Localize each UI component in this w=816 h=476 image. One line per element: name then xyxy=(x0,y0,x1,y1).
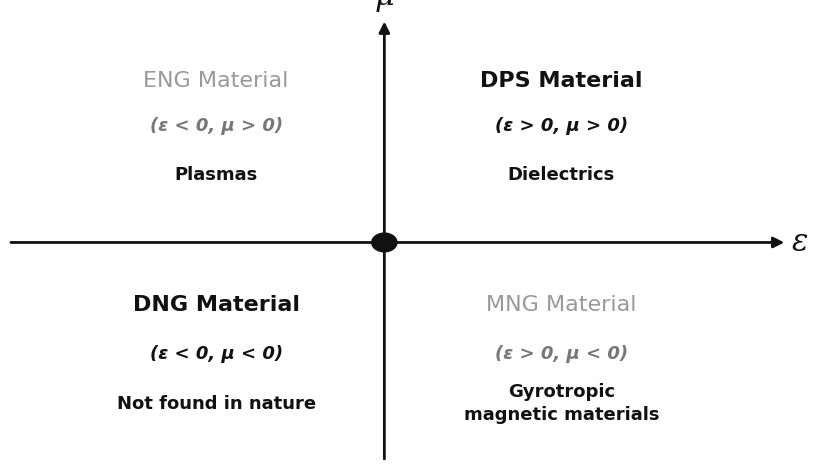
Text: MNG Material: MNG Material xyxy=(486,295,636,315)
Text: DNG Material: DNG Material xyxy=(133,295,299,315)
Text: (ε > 0, μ < 0): (ε > 0, μ < 0) xyxy=(494,345,628,363)
Text: ENG Material: ENG Material xyxy=(144,71,289,91)
Text: ε: ε xyxy=(792,227,808,258)
Text: (ε < 0, μ < 0): (ε < 0, μ < 0) xyxy=(149,345,282,363)
Ellipse shape xyxy=(372,233,397,252)
Text: DPS Material: DPS Material xyxy=(480,71,643,91)
Text: μ: μ xyxy=(375,0,394,12)
Text: (ε > 0, μ > 0): (ε > 0, μ > 0) xyxy=(494,117,628,135)
Text: (ε < 0, μ > 0): (ε < 0, μ > 0) xyxy=(149,117,282,135)
Text: Plasmas: Plasmas xyxy=(175,166,258,184)
Text: Gyrotropic
magnetic materials: Gyrotropic magnetic materials xyxy=(463,383,659,424)
Text: Not found in nature: Not found in nature xyxy=(117,395,316,413)
Text: Dielectrics: Dielectrics xyxy=(508,166,615,184)
